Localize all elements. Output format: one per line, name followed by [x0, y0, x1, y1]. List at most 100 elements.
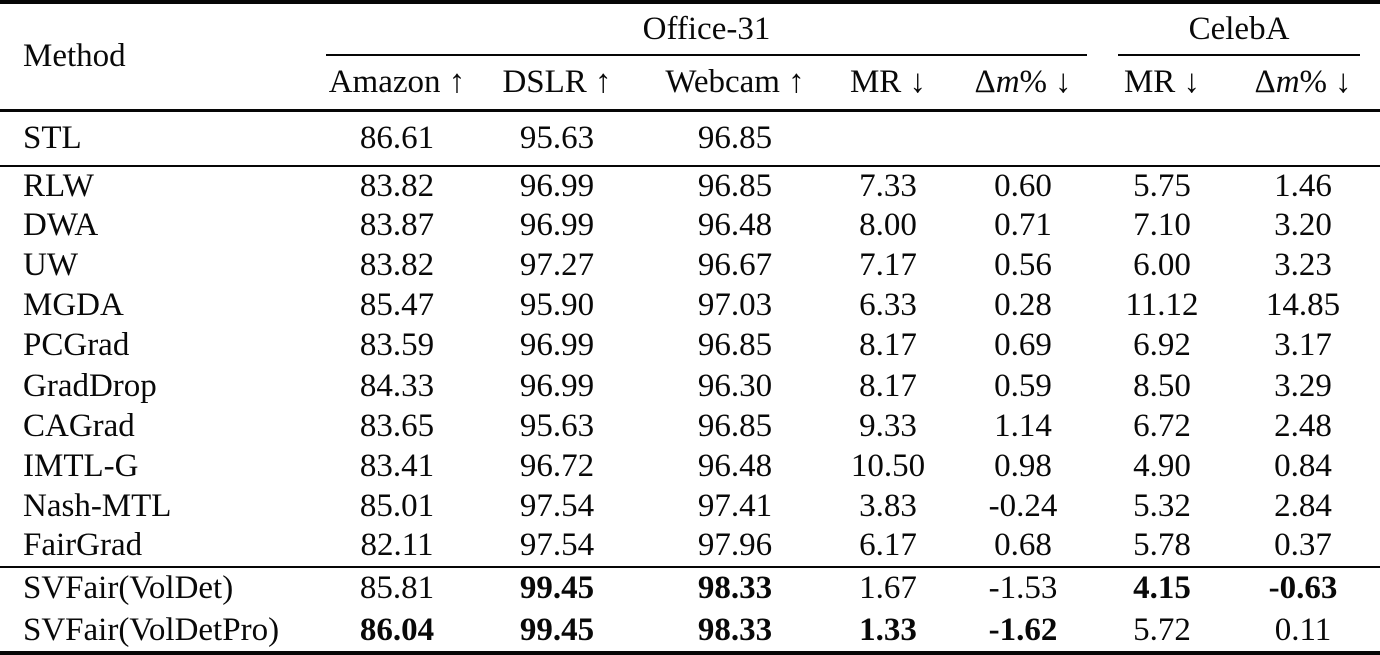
value-cell: 0.71	[994, 207, 1052, 244]
value-cell: -1.62	[988, 611, 1058, 648]
value-cell: 6.00	[1133, 247, 1191, 284]
value-cell: 8.00	[859, 207, 917, 244]
method-column-header: Method	[0, 2, 322, 112]
method-cell: GradDrop	[23, 367, 157, 404]
value-cell: 4.90	[1133, 447, 1191, 484]
value-cell: 96.99	[519, 367, 595, 404]
delta-symbol: Δ	[1254, 63, 1276, 100]
percent-symbol: %	[1019, 63, 1048, 100]
table-row: UW 83.82 97.27 96.67 7.17 0.56 6.00 3.23	[0, 246, 1380, 286]
value-cell: 6.92	[1133, 327, 1191, 364]
value-cell	[948, 110, 1099, 167]
method-cell: SVFair(VolDetPro)	[23, 611, 280, 648]
col-header-celeba-mr: MR ↓	[1098, 56, 1227, 112]
value-cell: 96.99	[519, 327, 595, 364]
m-variable: m	[995, 63, 1020, 100]
value-cell: 7.33	[859, 167, 917, 204]
value-cell: 6.72	[1133, 407, 1191, 444]
delta-symbol: Δ	[974, 63, 996, 100]
percent-symbol: %	[1299, 63, 1328, 100]
value-cell: 96.48	[697, 447, 773, 484]
table-row: SVFair(VolDet) 85.81 99.45 98.33 1.67 -1.53 4.…	[0, 567, 1380, 610]
table-row: SVFair(VolDetPro) 86.04 99.45 98.33 1.33 -1.6…	[0, 610, 1380, 653]
value-cell: 6.17	[828, 526, 948, 568]
value-cell: 11.12	[1125, 287, 1199, 324]
group-header-row: Method Office-31 CelebA	[0, 2, 1380, 112]
value-cell: 96.85	[697, 407, 773, 444]
value-cell: 9.33	[859, 407, 917, 444]
value-cell: 96.99	[519, 167, 595, 204]
method-cell: MGDA	[23, 287, 124, 324]
method-cell: RLW	[23, 167, 94, 204]
method-cell: UW	[23, 247, 78, 284]
value-cell: 1.67	[859, 570, 917, 607]
value-cell: 3.83	[859, 487, 917, 524]
value-cell: 96.99	[519, 207, 595, 244]
celeba-group-rule: CelebA	[1118, 4, 1361, 56]
value-cell: 1.14	[994, 407, 1052, 444]
value-cell: 85.01	[359, 487, 435, 524]
method-cell: SVFair(VolDet)	[23, 570, 234, 607]
value-cell: 0.28	[994, 287, 1052, 324]
value-cell: 97.54	[519, 487, 595, 524]
value-cell: 14.85	[1265, 287, 1341, 324]
method-cell: CAGrad	[23, 407, 135, 444]
col-header-celeba-delta-m: Δm% ↓	[1226, 56, 1380, 112]
value-cell: 6.33	[859, 287, 917, 324]
celeba-group-label: CelebA	[1188, 10, 1290, 47]
table-row: GradDrop 84.33 96.99 96.30 8.17 0.59 8.50 3.29	[0, 366, 1380, 406]
section-ours: SVFair(VolDet) 85.81 99.45 98.33 1.67 -1.53 4.…	[0, 567, 1380, 653]
value-cell: 96.48	[697, 207, 773, 244]
table-row: STL 86.61 95.63 96.85	[0, 110, 1380, 167]
col-header-office-mr: MR ↓	[828, 56, 948, 112]
value-cell: 7.10	[1133, 207, 1191, 244]
value-cell: -1.53	[988, 570, 1058, 607]
value-cell: 98.33	[697, 570, 773, 607]
value-cell: 5.78	[1098, 526, 1227, 568]
col-header-office-delta-m: Δm% ↓	[948, 56, 1099, 112]
down-arrow-icon: ↓	[1335, 63, 1352, 100]
value-cell: 96.85	[642, 110, 828, 167]
value-cell: 96.85	[697, 167, 773, 204]
value-cell: 96.67	[697, 247, 773, 284]
value-cell: 0.11	[1274, 611, 1332, 648]
table-row: IMTL-G 83.41 96.72 96.48 10.50 0.98 4.90 0.84	[0, 446, 1380, 486]
value-cell: -0.24	[988, 487, 1058, 524]
value-cell: 85.47	[359, 287, 435, 324]
value-cell: 0.56	[994, 247, 1052, 284]
office31-group-rule: Office-31	[326, 4, 1088, 56]
value-cell: 0.37	[1226, 526, 1380, 568]
value-cell: 98.33	[697, 611, 773, 648]
col-header-webcam: Webcam ↑	[642, 56, 828, 112]
table-row: DWA 83.87 96.99 96.48 8.00 0.71 7.10 3.20	[0, 206, 1380, 246]
value-cell: 96.72	[519, 447, 595, 484]
value-cell: 3.29	[1274, 367, 1332, 404]
value-cell: 96.85	[697, 327, 773, 364]
value-cell: 0.84	[1274, 447, 1332, 484]
value-cell: 95.63	[472, 110, 642, 167]
value-cell: 8.50	[1133, 367, 1191, 404]
method-cell: Nash-MTL	[23, 487, 172, 524]
value-cell: 10.50	[850, 447, 926, 484]
value-cell: -0.63	[1268, 570, 1338, 607]
value-cell: 82.11	[322, 526, 472, 568]
table-row: RLW 83.82 96.99 96.85 7.33 0.60 5.75 1.46	[0, 166, 1380, 206]
section-mtl-methods: RLW 83.82 96.99 96.85 7.33 0.60 5.75 1.46 DWA 83.…	[0, 166, 1380, 568]
method-cell: PCGrad	[23, 327, 130, 364]
value-cell: 99.45	[519, 611, 595, 648]
value-cell	[1226, 110, 1380, 167]
value-cell: 5.75	[1133, 167, 1191, 204]
col-header-amazon: Amazon ↑	[322, 56, 472, 112]
value-cell: 83.82	[359, 167, 435, 204]
value-cell: 3.23	[1274, 247, 1332, 284]
value-cell: 1.33	[859, 611, 917, 648]
value-cell: 83.65	[359, 407, 435, 444]
value-cell: 7.17	[859, 247, 917, 284]
value-cell: 95.63	[519, 407, 595, 444]
table-row: CAGrad 83.65 95.63 96.85 9.33 1.14 6.72 2.48	[0, 406, 1380, 446]
method-cell: DWA	[23, 207, 99, 244]
value-cell: 0.60	[994, 167, 1052, 204]
value-cell: 8.17	[859, 367, 917, 404]
value-cell: 85.81	[359, 570, 435, 607]
